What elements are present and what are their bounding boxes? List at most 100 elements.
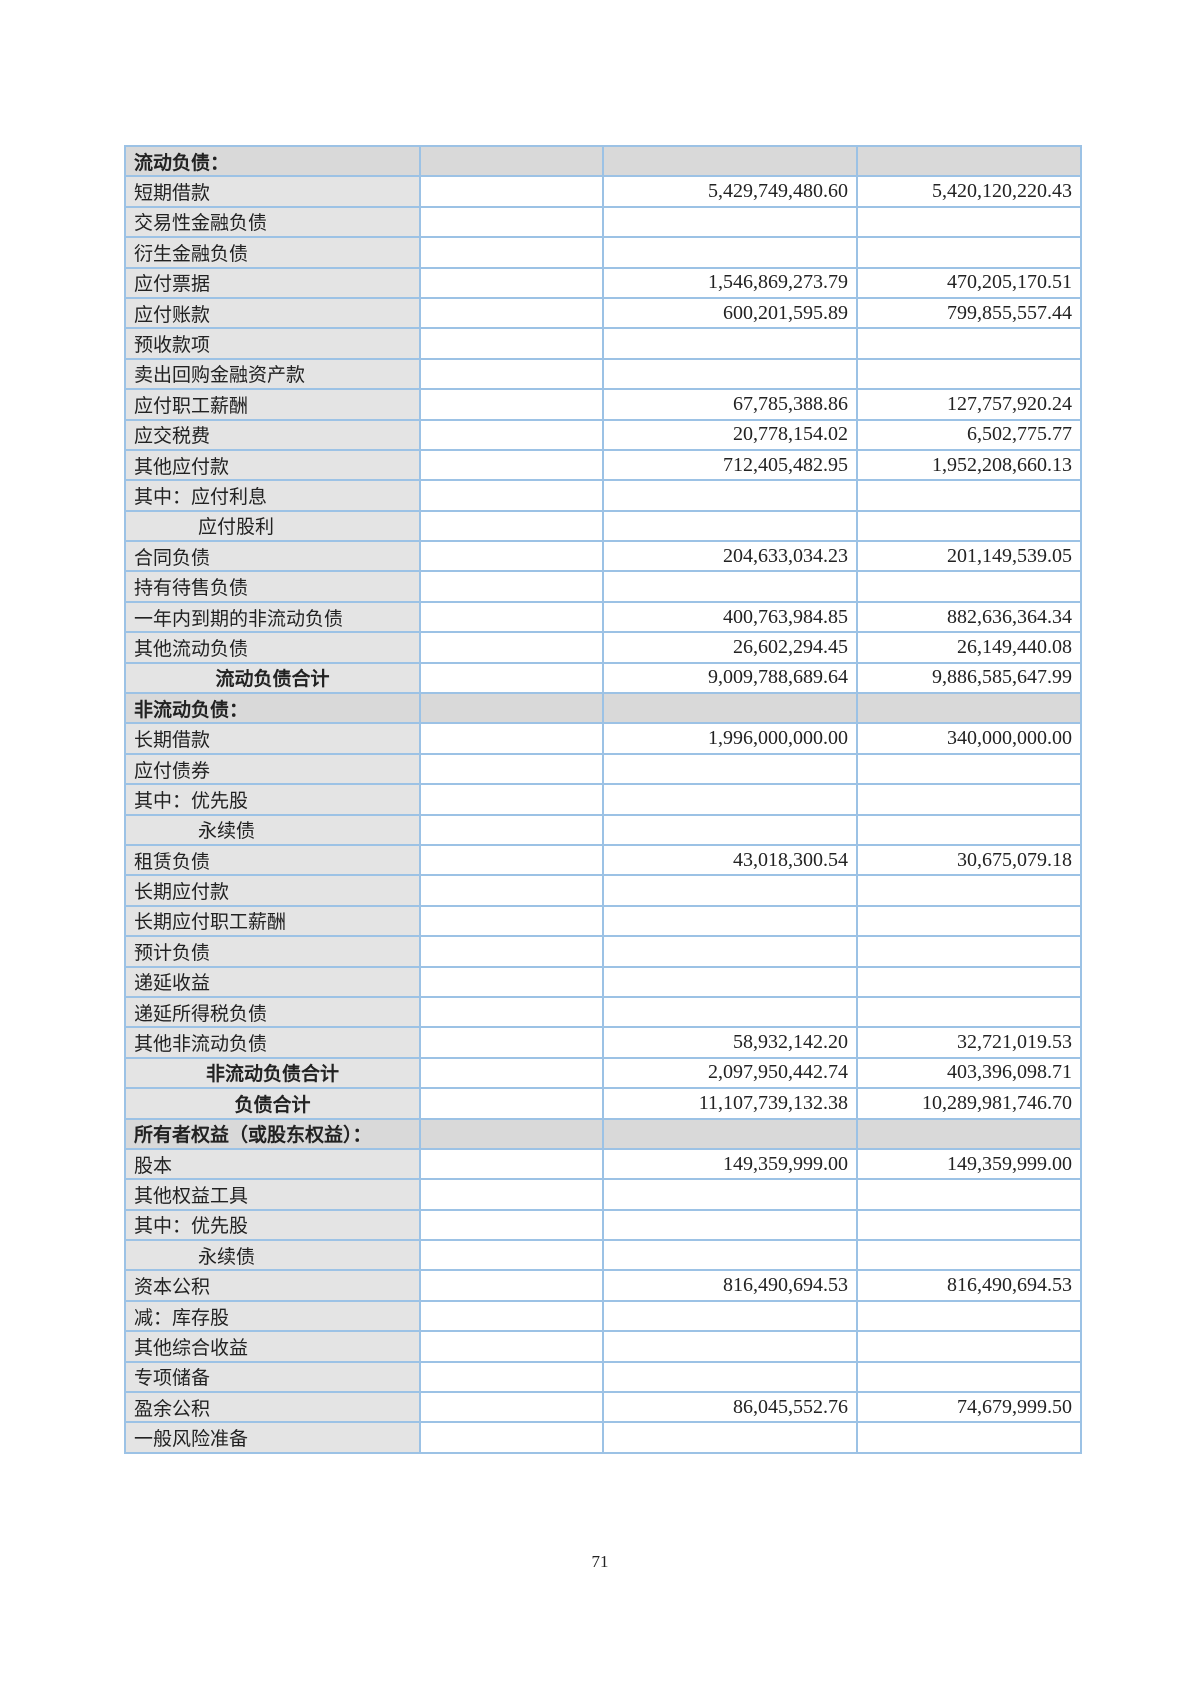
total-row: 非流动负债合计 2,097,950,442.74 403,396,098.71 (124, 1056, 1082, 1090)
table-row: 其他流动负债 26,602,294.45 26,149,440.08 (124, 631, 1082, 664)
note-cell (419, 935, 604, 968)
row-label: 所有者权益（或股东权益）： (124, 1117, 421, 1150)
prior-period-value: 10,289,981,746.70 (856, 1087, 1082, 1120)
current-period-value: 816,490,694.53 (602, 1269, 858, 1302)
table-row: 卖出回购金融资产款 (124, 357, 1082, 391)
current-period-value (602, 995, 858, 1029)
prior-period-value: 30,675,079.18 (856, 843, 1082, 877)
current-period-value (602, 904, 858, 938)
prior-period-value (856, 1178, 1082, 1211)
table-row: 交易性金融负债 (124, 205, 1082, 239)
table-row: 一般风险准备 (124, 1421, 1082, 1454)
current-period-value (602, 1360, 858, 1394)
table-row: 长期应付职工薪酬 (124, 904, 1082, 938)
table-row: 永续债 (124, 1239, 1082, 1272)
current-period-value (602, 874, 858, 907)
note-cell (419, 843, 604, 877)
row-label: 专项储备 (124, 1360, 421, 1394)
note-cell (419, 813, 604, 846)
row-label: 递延所得税负债 (124, 995, 421, 1029)
current-period-value: 9,009,788,689.64 (602, 661, 858, 695)
current-period-value (602, 813, 858, 846)
row-label: 应付账款 (124, 296, 421, 330)
row-label: 应交税费 (124, 418, 421, 451)
prior-period-value (856, 357, 1082, 391)
prior-period-value (856, 1299, 1082, 1333)
note-cell (419, 783, 604, 816)
prior-period-value (856, 935, 1082, 968)
note-cell (419, 175, 604, 208)
prior-period-value: 1,952,208,660.13 (856, 448, 1082, 482)
prior-period-value (856, 813, 1082, 846)
current-period-value (602, 692, 858, 725)
table-row: 股本 149,359,999.00 149,359,999.00 (124, 1147, 1082, 1181)
row-label: 长期应付职工薪酬 (124, 904, 421, 938)
note-cell (419, 661, 604, 695)
current-period-value: 43,018,300.54 (602, 843, 858, 877)
row-label: 衍生金融负债 (124, 236, 421, 269)
prior-period-value (856, 692, 1082, 725)
current-period-value: 58,932,142.20 (602, 1026, 858, 1059)
prior-period-value (856, 479, 1082, 512)
row-label: 股本 (124, 1147, 421, 1181)
current-period-value (602, 1208, 858, 1242)
table-row: 预计负债 (124, 935, 1082, 968)
section-header-row: 所有者权益（或股东权益）： (124, 1117, 1082, 1150)
note-cell (419, 540, 604, 573)
note-cell (419, 479, 604, 512)
note-cell (419, 357, 604, 391)
note-cell (419, 448, 604, 482)
section-header-row: 流动负债： (124, 144, 1082, 178)
prior-period-value: 882,636,364.34 (856, 600, 1082, 634)
note-cell (419, 388, 604, 421)
total-row: 负债合计 11,107,739,132.38 10,289,981,746.70 (124, 1087, 1082, 1120)
note-cell (419, 631, 604, 664)
table-row: 应付股利 (124, 509, 1082, 543)
prior-period-value (856, 1117, 1082, 1150)
note-cell (419, 266, 604, 299)
table-row: 其他非流动负债 58,932,142.20 32,721,019.53 (124, 1026, 1082, 1059)
current-period-value: 149,359,999.00 (602, 1147, 858, 1181)
current-period-value (602, 1421, 858, 1454)
table-row: 资本公积 816,490,694.53 816,490,694.53 (124, 1269, 1082, 1302)
prior-period-value: 5,420,120,220.43 (856, 175, 1082, 208)
row-label: 短期借款 (124, 175, 421, 208)
current-period-value (602, 509, 858, 543)
current-period-value (602, 570, 858, 603)
note-cell (419, 418, 604, 451)
note-cell (419, 236, 604, 269)
prior-period-value: 74,679,999.50 (856, 1391, 1082, 1424)
prior-period-value (856, 570, 1082, 603)
current-period-value: 712,405,482.95 (602, 448, 858, 482)
table-row: 其中：优先股 (124, 1208, 1082, 1242)
section-header-row: 非流动负债： (124, 692, 1082, 725)
row-label: 资本公积 (124, 1269, 421, 1302)
row-label: 其中：应付利息 (124, 479, 421, 512)
note-cell (419, 874, 604, 907)
table-row: 长期借款 1,996,000,000.00 340,000,000.00 (124, 722, 1082, 755)
current-period-value (602, 479, 858, 512)
note-cell (419, 327, 604, 360)
prior-period-value: 799,855,557.44 (856, 296, 1082, 330)
current-period-value (602, 783, 858, 816)
row-label: 租赁负债 (124, 843, 421, 877)
row-label: 非流动负债： (124, 692, 421, 725)
table-row: 应付债券 (124, 752, 1082, 786)
prior-period-value (856, 783, 1082, 816)
page-number: 71 (591, 1552, 609, 1571)
note-cell (419, 752, 604, 786)
row-label: 其他流动负债 (124, 631, 421, 664)
note-cell (419, 1026, 604, 1059)
row-label: 预计负债 (124, 935, 421, 968)
current-period-value: 1,996,000,000.00 (602, 722, 858, 755)
current-period-value (602, 205, 858, 239)
row-label: 长期应付款 (124, 874, 421, 907)
table-row: 衍生金融负债 (124, 236, 1082, 269)
prior-period-value (856, 1239, 1082, 1272)
row-label: 长期借款 (124, 722, 421, 755)
table-row: 永续债 (124, 813, 1082, 846)
current-period-value: 5,429,749,480.60 (602, 175, 858, 208)
table-row: 应付账款 600,201,595.89 799,855,557.44 (124, 296, 1082, 330)
table-row: 其中：优先股 (124, 783, 1082, 816)
prior-period-value (856, 1360, 1082, 1394)
